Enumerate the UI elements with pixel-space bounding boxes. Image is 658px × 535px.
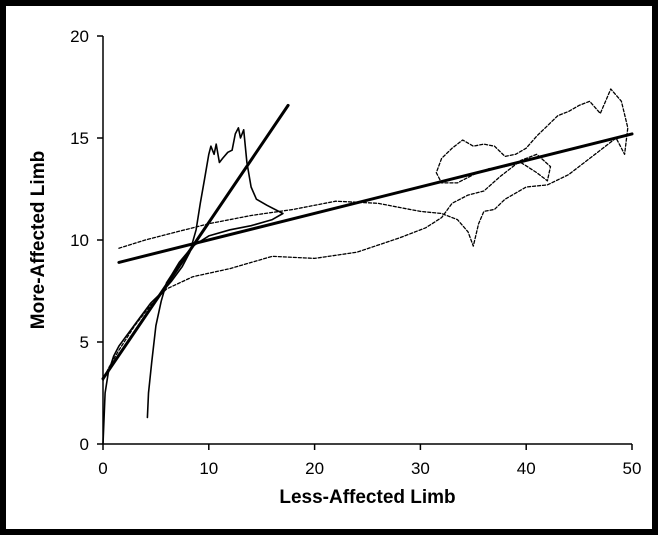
x-tick-label: 10 xyxy=(199,459,218,478)
series-line-solid xyxy=(102,127,284,445)
x-tick-label: 30 xyxy=(411,459,430,478)
axes xyxy=(102,36,632,445)
series-line-dashed xyxy=(102,88,629,382)
x-tick-label: 50 xyxy=(623,459,642,478)
y-axis-ticks: 0 5 10 15 20 xyxy=(70,27,103,454)
y-tick-label: 15 xyxy=(70,129,89,148)
x-tick-label: 20 xyxy=(305,459,324,478)
x-tick-label: 0 xyxy=(98,459,107,478)
x-axis-ticks: 0 10 20 30 40 50 xyxy=(98,444,641,478)
x-tick-label: 40 xyxy=(517,459,536,478)
trend-line xyxy=(117,132,634,264)
x-axis-title: Less-Affected Limb xyxy=(279,487,455,508)
y-tick-label: 0 xyxy=(80,435,89,454)
y-tick-label: 10 xyxy=(70,231,89,250)
y-tick-label: 5 xyxy=(80,333,89,352)
series-layer xyxy=(101,88,634,445)
y-axis-title: More-Affected Limb xyxy=(28,151,49,329)
y-tick-label: 20 xyxy=(70,27,89,46)
